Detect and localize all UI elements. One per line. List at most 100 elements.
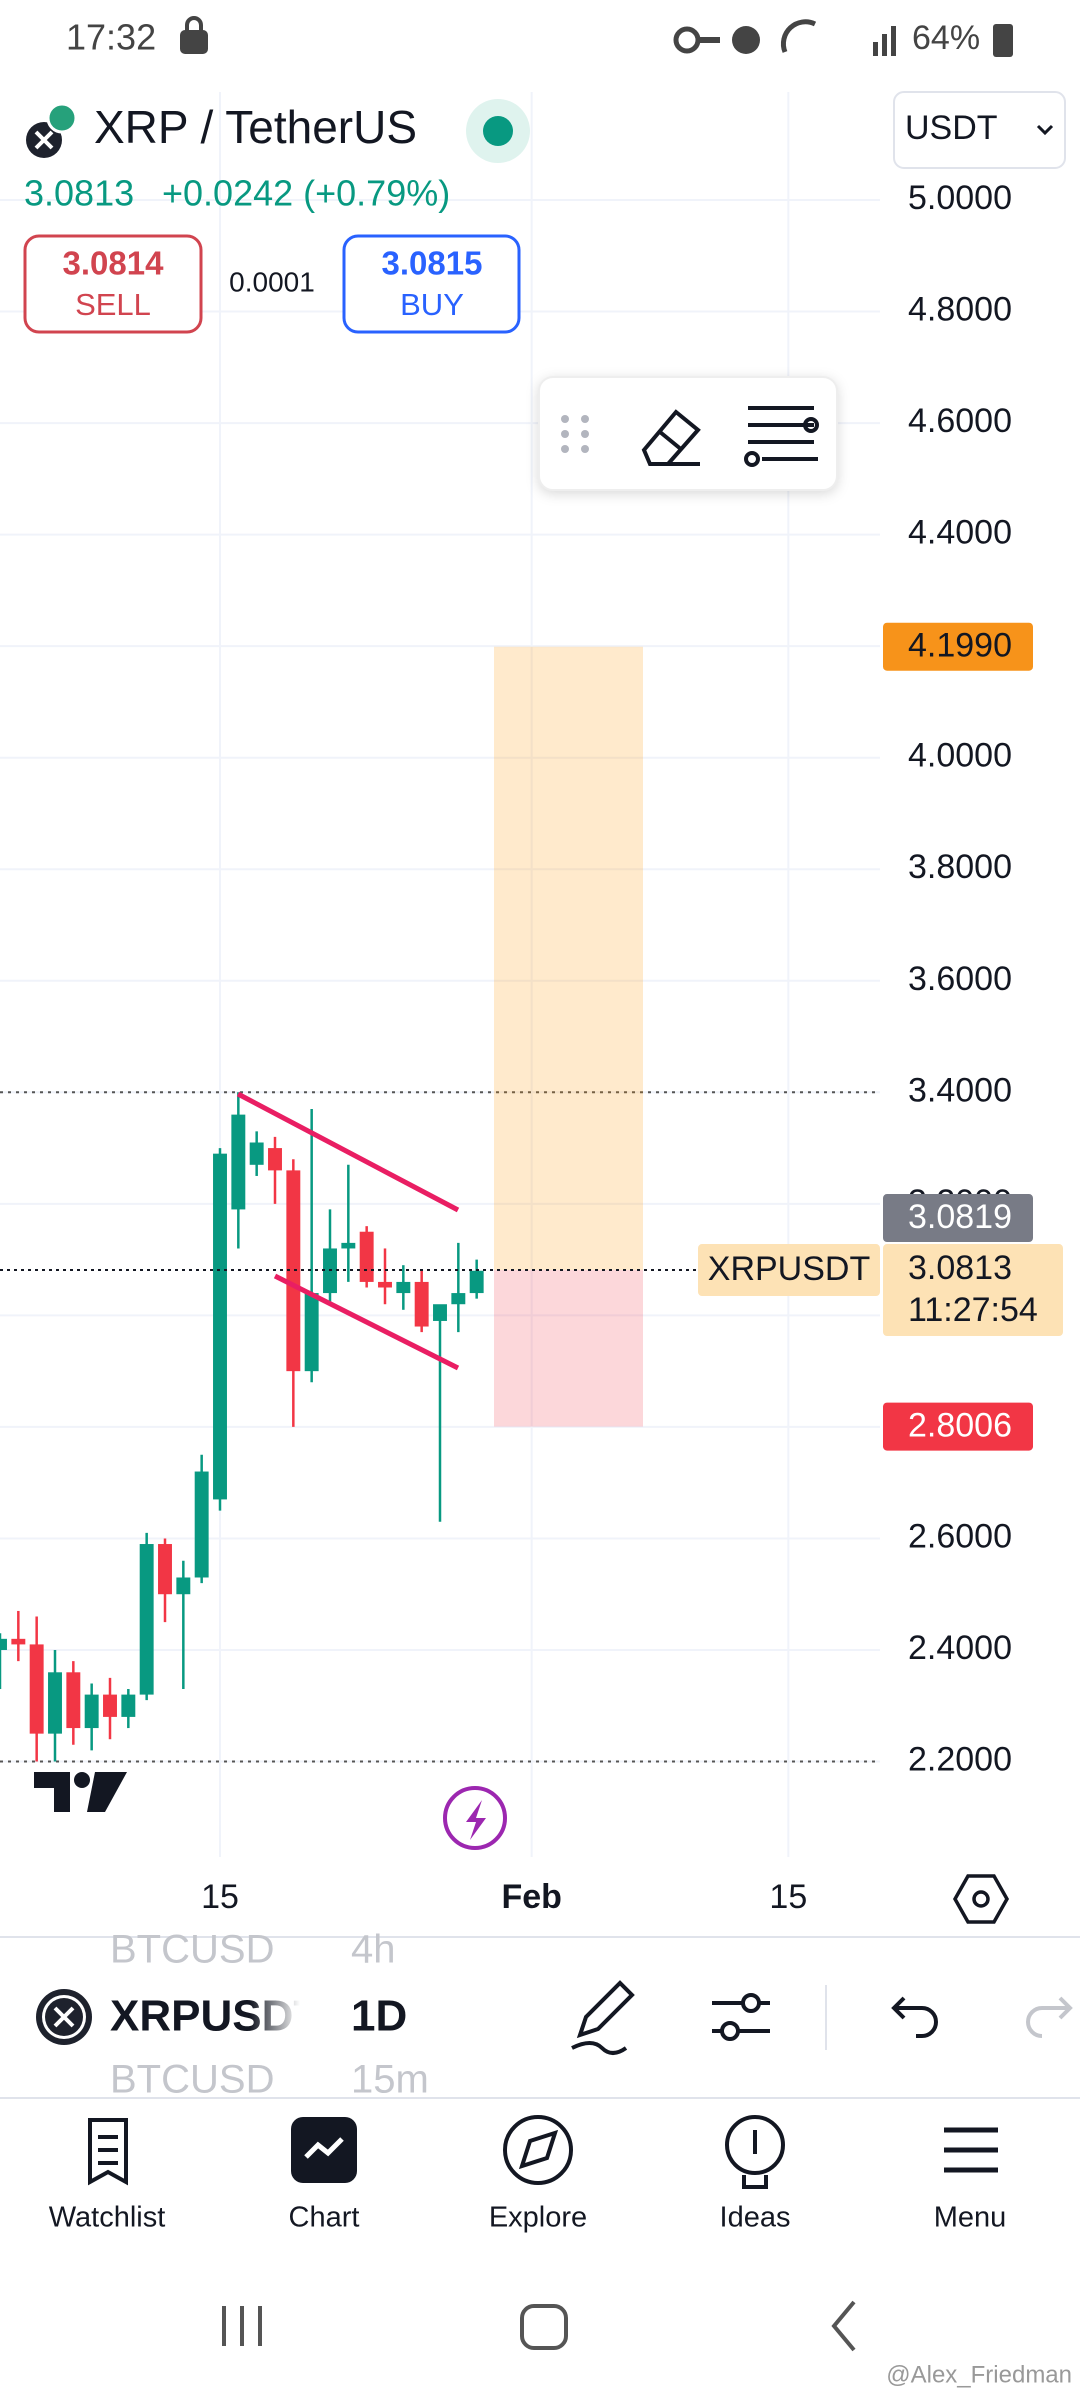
spread: 0.0001 — [229, 266, 315, 297]
candle-body — [396, 1281, 411, 1294]
status-icons — [673, 19, 1013, 57]
candle-body — [158, 1544, 172, 1595]
system-nav[interactable] — [222, 2300, 856, 2352]
x-tick-label: Feb — [501, 1878, 561, 1916]
ghost-interval-above: 4h — [351, 1928, 396, 1972]
chart: 15Feb155.00004.80004.60004.40004.20004.0… — [0, 92, 1063, 1916]
candle-body — [194, 1471, 209, 1578]
symbol-tag — [698, 1244, 880, 1297]
candles — [0, 1092, 484, 1762]
chevron — [1036, 124, 1054, 136]
candle-body — [84, 1694, 99, 1729]
nav-chart[interactable]: Chart — [289, 2117, 360, 2234]
sell-label: SELL — [75, 287, 151, 322]
nav-ideas[interactable]: Ideas — [720, 2115, 791, 2234]
candle-body — [341, 1242, 356, 1249]
drag-handle[interactable] — [561, 415, 589, 453]
candle-body — [378, 1281, 392, 1288]
candle-body — [433, 1304, 447, 1321]
candle-body — [103, 1694, 117, 1717]
trend-line — [273, 1273, 460, 1371]
ghost-symbol-below: BTCUSD — [110, 2058, 274, 2102]
lock-icon — [180, 16, 208, 54]
battery-level: 64% — [912, 19, 980, 57]
symbol-title: XRP / TetherUS — [94, 101, 417, 153]
nav-label: Ideas — [720, 2202, 791, 2234]
buy-label: BUY — [400, 287, 464, 322]
y-tick-label: 3.4000 — [908, 1071, 1012, 1109]
y-tick-label: 2.2000 — [908, 1741, 1012, 1779]
currency-dropdown[interactable]: USDT — [893, 91, 1066, 169]
interval-selector[interactable]: 1D — [351, 1992, 407, 2041]
x-tick-label: 15 — [201, 1878, 239, 1916]
countdown: 11:27:54 — [908, 1291, 1038, 1329]
redo-button[interactable] — [1026, 1996, 1073, 2038]
x-tick-label: 15 — [769, 1878, 807, 1916]
drawing-toolbar — [538, 376, 838, 491]
ghost-interval-below: 15m — [351, 2058, 429, 2102]
ghost-symbol-above: BTCUSD — [110, 1928, 274, 1972]
replay-button[interactable] — [443, 1786, 507, 1850]
sell-button[interactable]: 3.0814 SELL — [23, 234, 203, 334]
y-tick-label: 5.0000 — [908, 179, 1012, 217]
symbol-tag-label: XRPUSDT — [708, 1250, 870, 1288]
nav-watchlist[interactable]: Watchlist — [49, 2118, 166, 2234]
candle-body — [176, 1577, 191, 1595]
candle-body — [0, 1638, 7, 1650]
candle-body — [66, 1672, 81, 1729]
y-tick-label: 3.6000 — [908, 960, 1012, 998]
candle-body — [121, 1694, 136, 1717]
stop-badge-label: 2.8006 — [908, 1407, 1012, 1445]
candle-body — [286, 1170, 301, 1372]
y-tick-label: 4.6000 — [908, 402, 1012, 440]
target-badge — [883, 622, 1033, 671]
candle-body — [231, 1114, 246, 1210]
last-price: 3.0813 — [24, 173, 134, 214]
target-badge-label: 4.1990 — [908, 627, 1012, 665]
eraser-button[interactable] — [641, 409, 701, 466]
buy-price: 3.0815 — [382, 245, 483, 282]
last-price-badge — [883, 1244, 1063, 1337]
watermark: @Alex_Friedman — [886, 2361, 1072, 2388]
y-tick-label: 4.0000 — [908, 737, 1012, 775]
last-price-label: 3.0813 — [908, 1249, 1012, 1287]
y-tick-label: 3.8000 — [908, 848, 1012, 886]
stop-zone — [494, 1270, 643, 1427]
chart-settings-button[interactable] — [952, 1874, 1010, 1924]
candle-body — [29, 1644, 44, 1734]
target-zone — [494, 646, 643, 1271]
nav-label: Menu — [934, 2202, 1007, 2234]
currency-label: USDT — [905, 109, 998, 147]
stop-badge — [883, 1402, 1033, 1451]
symbol-selector[interactable]: XRPUSDT — [36, 1985, 320, 2055]
candle-body — [11, 1638, 26, 1645]
trend-line — [236, 1091, 460, 1213]
candle-body — [249, 1142, 264, 1165]
bid-badge-label: 3.0819 — [908, 1198, 1012, 1236]
tv-logo — [34, 1772, 127, 1812]
candle-body — [213, 1153, 227, 1500]
buy-button[interactable]: 3.0815 BUY — [342, 234, 521, 334]
candle-body — [469, 1270, 484, 1294]
candle-body — [139, 1544, 154, 1695]
y-tick-label: 2.6000 — [908, 1517, 1012, 1555]
price-change: +0.0242 (+0.79%) — [162, 173, 450, 214]
y-tick-label: 4.8000 — [908, 291, 1012, 329]
candle-body — [359, 1231, 374, 1282]
nav-label: Chart — [289, 2202, 360, 2234]
y-tick-label: 4.4000 — [908, 514, 1012, 552]
logo-mark — [34, 130, 54, 150]
status-time: 17:32 — [66, 17, 156, 58]
nav-explore[interactable]: Explore — [489, 2115, 587, 2234]
undo-button[interactable] — [891, 1996, 938, 2038]
indicators-button[interactable] — [712, 1993, 770, 2041]
symbol-header[interactable]: XRP / TetherUS — [26, 101, 417, 158]
candle-body — [304, 1293, 319, 1372]
drawing-tools-button[interactable] — [571, 1980, 635, 2055]
candle-body — [48, 1672, 62, 1734]
settings-button[interactable] — [744, 406, 819, 467]
candle-body — [451, 1293, 466, 1305]
nav-menu[interactable]: Menu — [934, 2127, 1007, 2234]
sell-price: 3.0814 — [63, 245, 165, 282]
